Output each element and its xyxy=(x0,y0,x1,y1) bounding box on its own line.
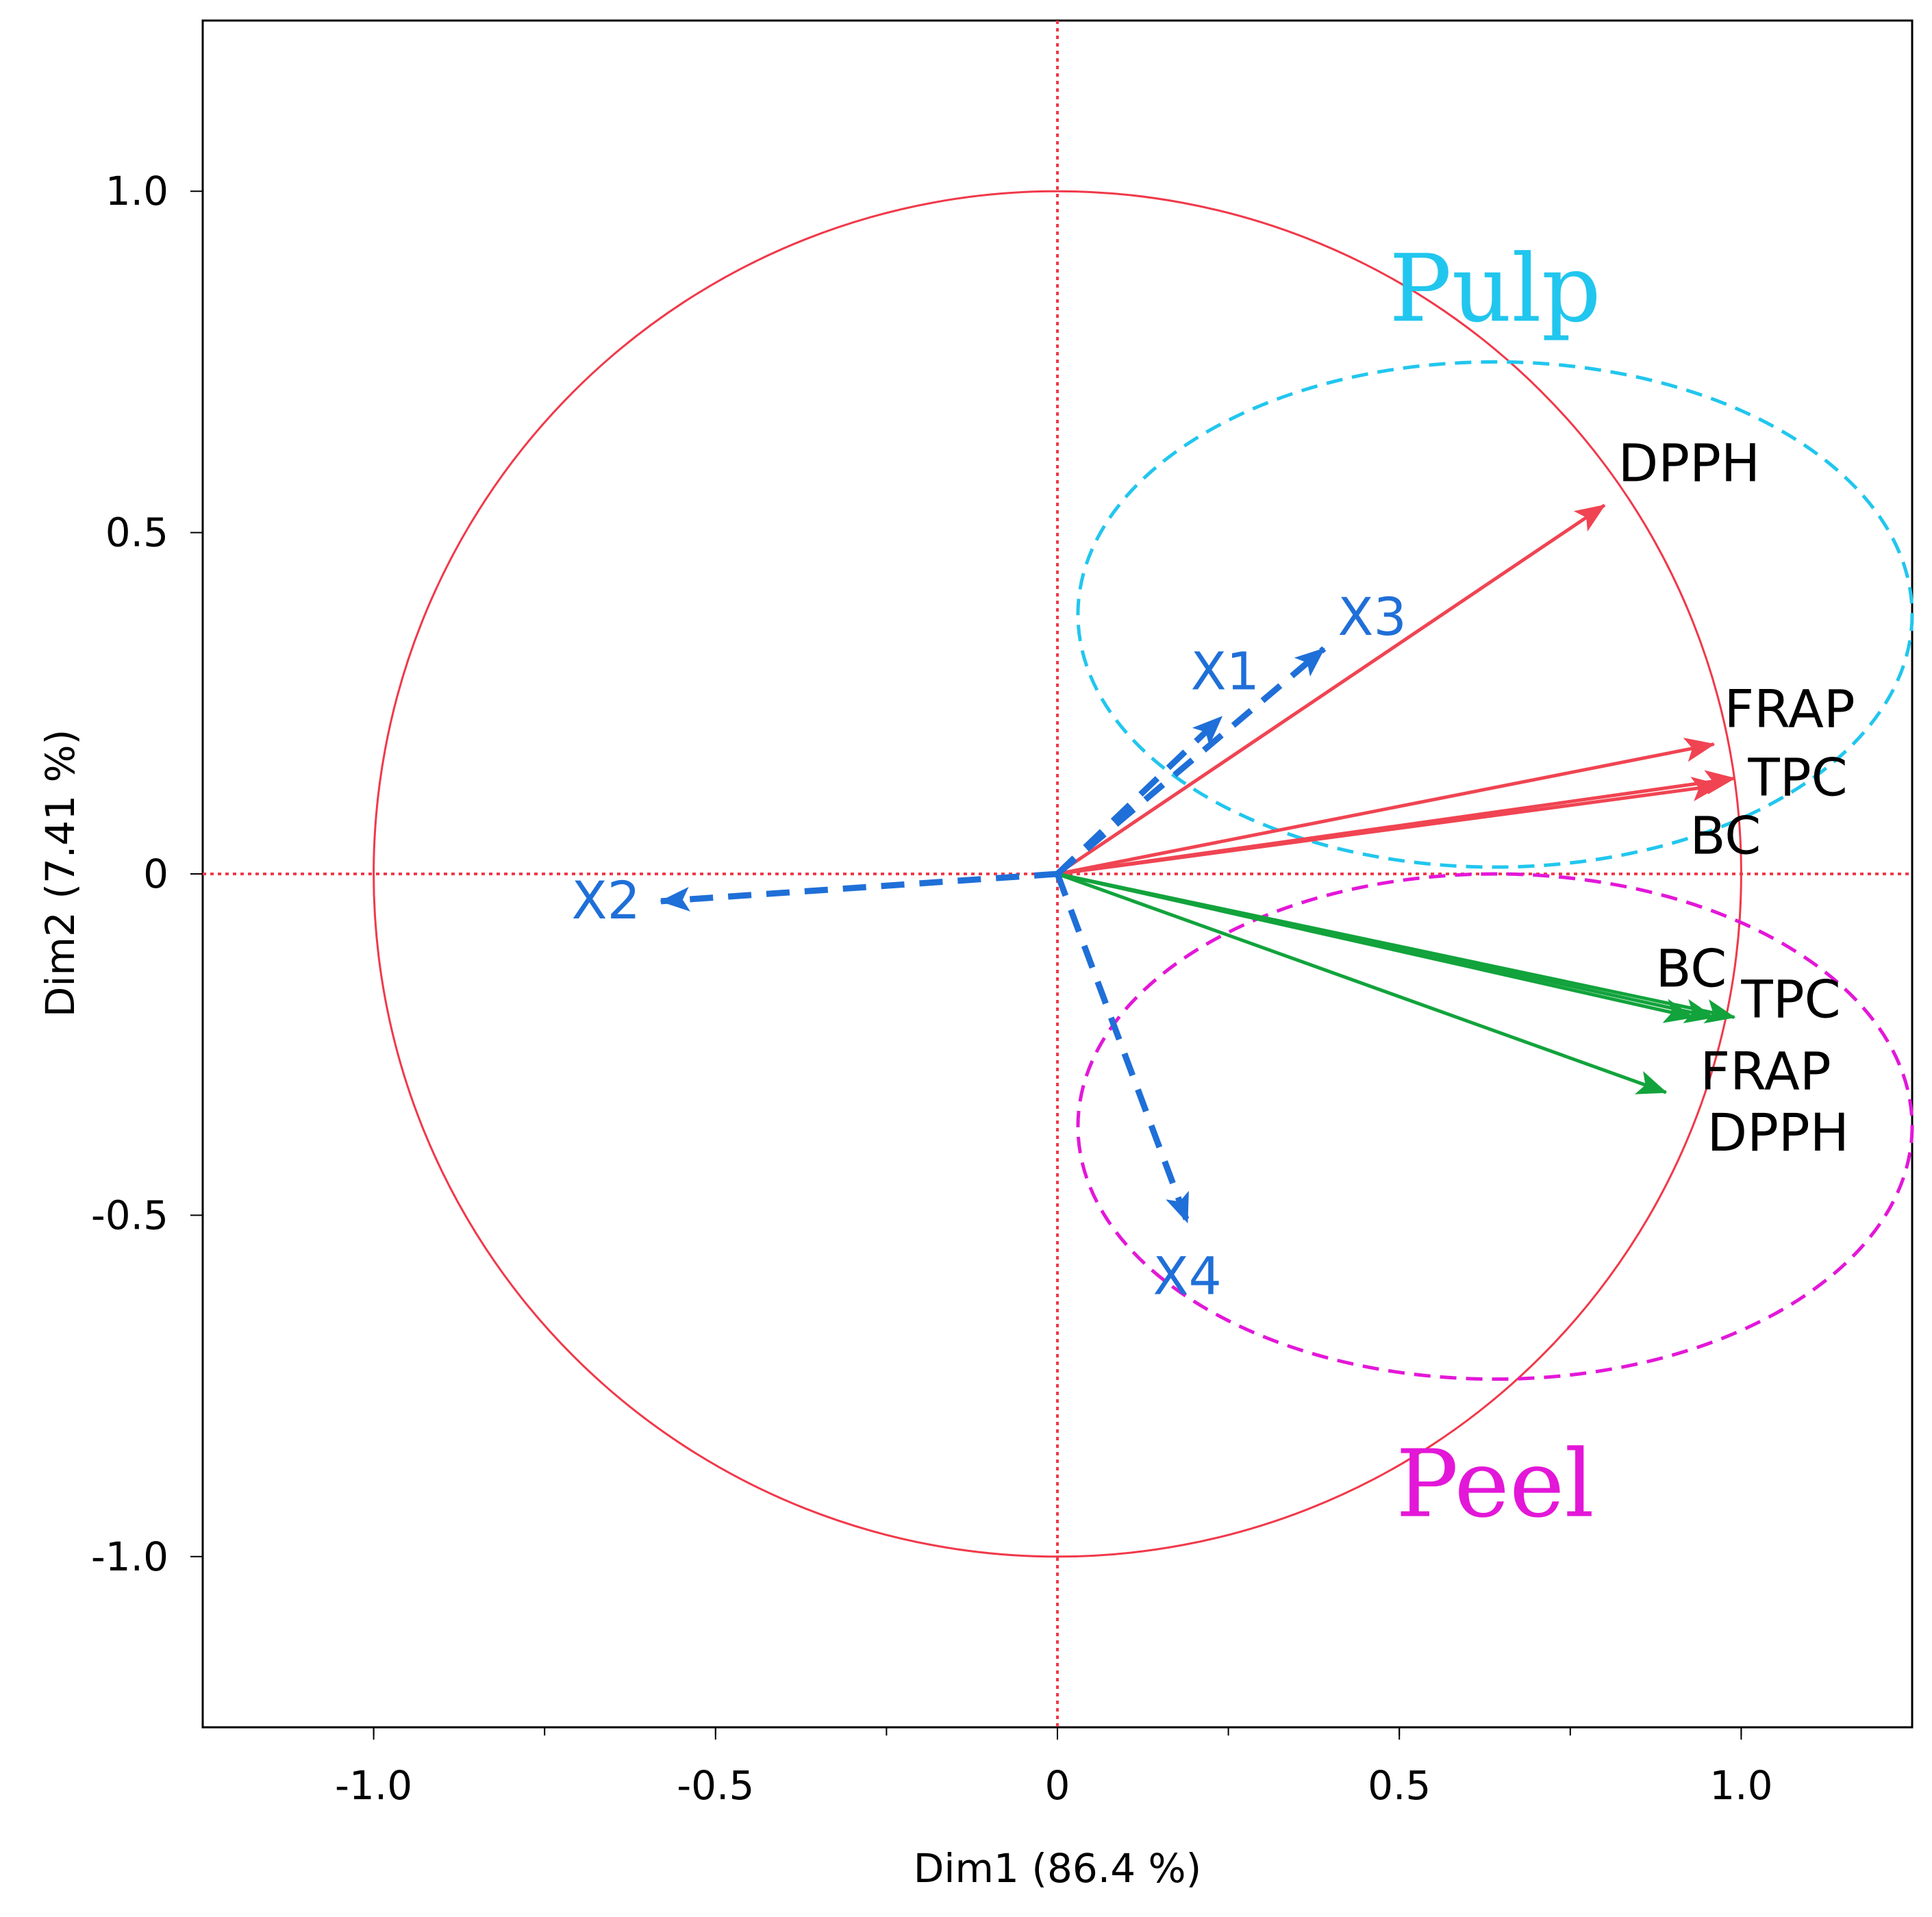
label-x2-s2: X2 xyxy=(572,870,640,931)
label-x1-s2: X1 xyxy=(1191,641,1259,702)
group-ellipses: Pulp Peel xyxy=(1076,235,1914,1539)
group-label-peel: Peel xyxy=(1396,1431,1594,1539)
label-x3-s2: X3 xyxy=(1338,586,1406,647)
y-tick-label: -1.0 xyxy=(91,1533,168,1580)
arrow-x2-s2 xyxy=(659,870,1058,912)
label-tpc-s0: TPC xyxy=(1747,747,1847,807)
arrow-frap-s1 xyxy=(1057,872,1716,1023)
label-dpph-s0: DPPH xyxy=(1618,433,1760,494)
variable-arrows xyxy=(659,503,1736,1224)
arrow-x1-s2 xyxy=(1055,714,1224,877)
arrow-x3-s2 xyxy=(1055,646,1327,877)
label-dpph-s1: DPPH xyxy=(1707,1102,1849,1163)
arrow-x4-s2 xyxy=(1054,873,1190,1224)
arrow-bc-s0 xyxy=(1057,777,1722,876)
x-axis-title: Dim1 (86.4 %) xyxy=(914,1845,1202,1892)
arrow-dpph-s1 xyxy=(1057,872,1668,1094)
x-tick-label: -1.0 xyxy=(335,1762,412,1809)
axes: -1.0 -0.5 0 0.5 1.0 1.0 0.5 0 -0.5 -1.0 xyxy=(91,21,1912,1809)
ellipse-pulp xyxy=(1076,360,1914,869)
arrow-frap-s0 xyxy=(1057,738,1716,876)
ellipse-peel xyxy=(1076,872,1914,1381)
y-tick-label: 0 xyxy=(143,851,168,897)
y-tick-label: 0.5 xyxy=(105,510,168,556)
label-frap-s1: FRAP xyxy=(1700,1040,1831,1101)
y-tick-label: 1.0 xyxy=(105,168,168,214)
label-frap-s0: FRAP xyxy=(1724,679,1855,740)
x-tick-label: -0.5 xyxy=(677,1762,754,1809)
x-tick-label: 0.5 xyxy=(1368,1762,1431,1809)
label-bc-s1: BC xyxy=(1656,938,1727,999)
arrow-dpph-s0 xyxy=(1056,503,1606,876)
x-tick-label: 1.0 xyxy=(1709,1762,1772,1809)
label-tpc-s1: TPC xyxy=(1740,968,1840,1029)
label-bc-s0: BC xyxy=(1690,805,1761,866)
y-tick-label: -0.5 xyxy=(91,1192,168,1238)
y-axis-title: Dim2 (7.41 %) xyxy=(37,729,84,1018)
label-x4-s2: X4 xyxy=(1153,1245,1221,1306)
group-label-pulp: Pulp xyxy=(1389,235,1601,343)
x-tick-label: 0 xyxy=(1045,1762,1070,1809)
